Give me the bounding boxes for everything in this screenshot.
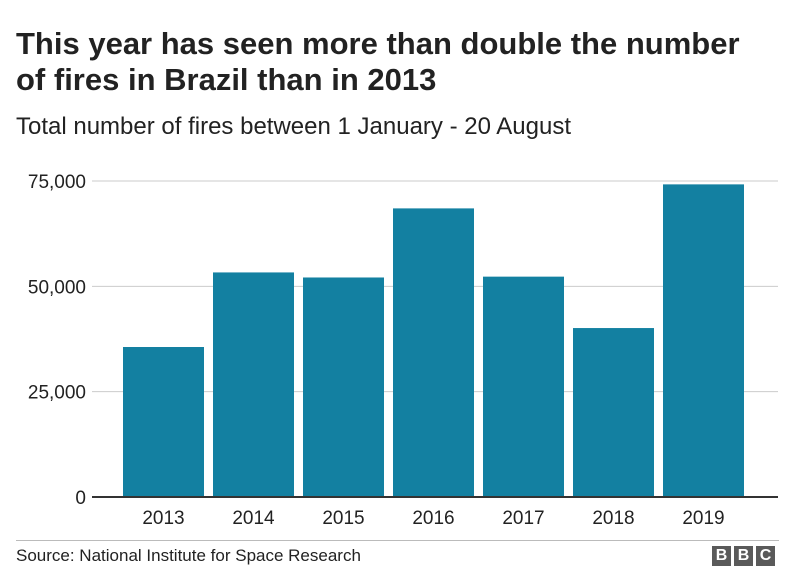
bar-chart: 0 25,000 50,000 75,000 2013 2014 2015 2016 2017 2… <box>28 172 778 529</box>
x-tick-label: 2014 <box>232 508 275 529</box>
x-tick-label: 2015 <box>322 508 364 529</box>
y-tick-label: 0 <box>75 488 86 509</box>
footer-divider <box>16 540 779 541</box>
x-tick-label: 2013 <box>142 508 184 529</box>
y-tick-label: 50,000 <box>28 277 86 298</box>
bar <box>393 208 474 498</box>
bars <box>123 184 744 498</box>
x-tick-label: 2018 <box>592 508 634 529</box>
bar <box>663 184 744 497</box>
bar <box>123 347 204 497</box>
x-tick-label: 2017 <box>502 508 544 529</box>
y-tick-label: 75,000 <box>28 172 86 193</box>
x-tick-label: 2019 <box>682 508 724 529</box>
bar <box>573 328 654 497</box>
bar <box>483 276 564 497</box>
bbc-logo-letter-3: C <box>756 546 775 566</box>
chart-subtitle: Total number of fires between 1 January … <box>16 113 571 140</box>
bbc-logo-letter-1: B <box>712 546 731 566</box>
x-tick-label: 2016 <box>412 508 454 529</box>
bbc-logo: B B C <box>712 546 775 566</box>
axis: 0 25,000 50,000 75,000 2013 2014 2015 2016 2017 2… <box>28 172 778 529</box>
source-note: Source: National Institute for Space Res… <box>16 546 361 565</box>
y-tick-label: 25,000 <box>28 383 86 404</box>
chart-title: This year has seen more than double the … <box>16 26 740 97</box>
bbc-logo-letter-2: B <box>734 546 753 566</box>
bar <box>303 277 384 497</box>
bar <box>213 272 294 497</box>
